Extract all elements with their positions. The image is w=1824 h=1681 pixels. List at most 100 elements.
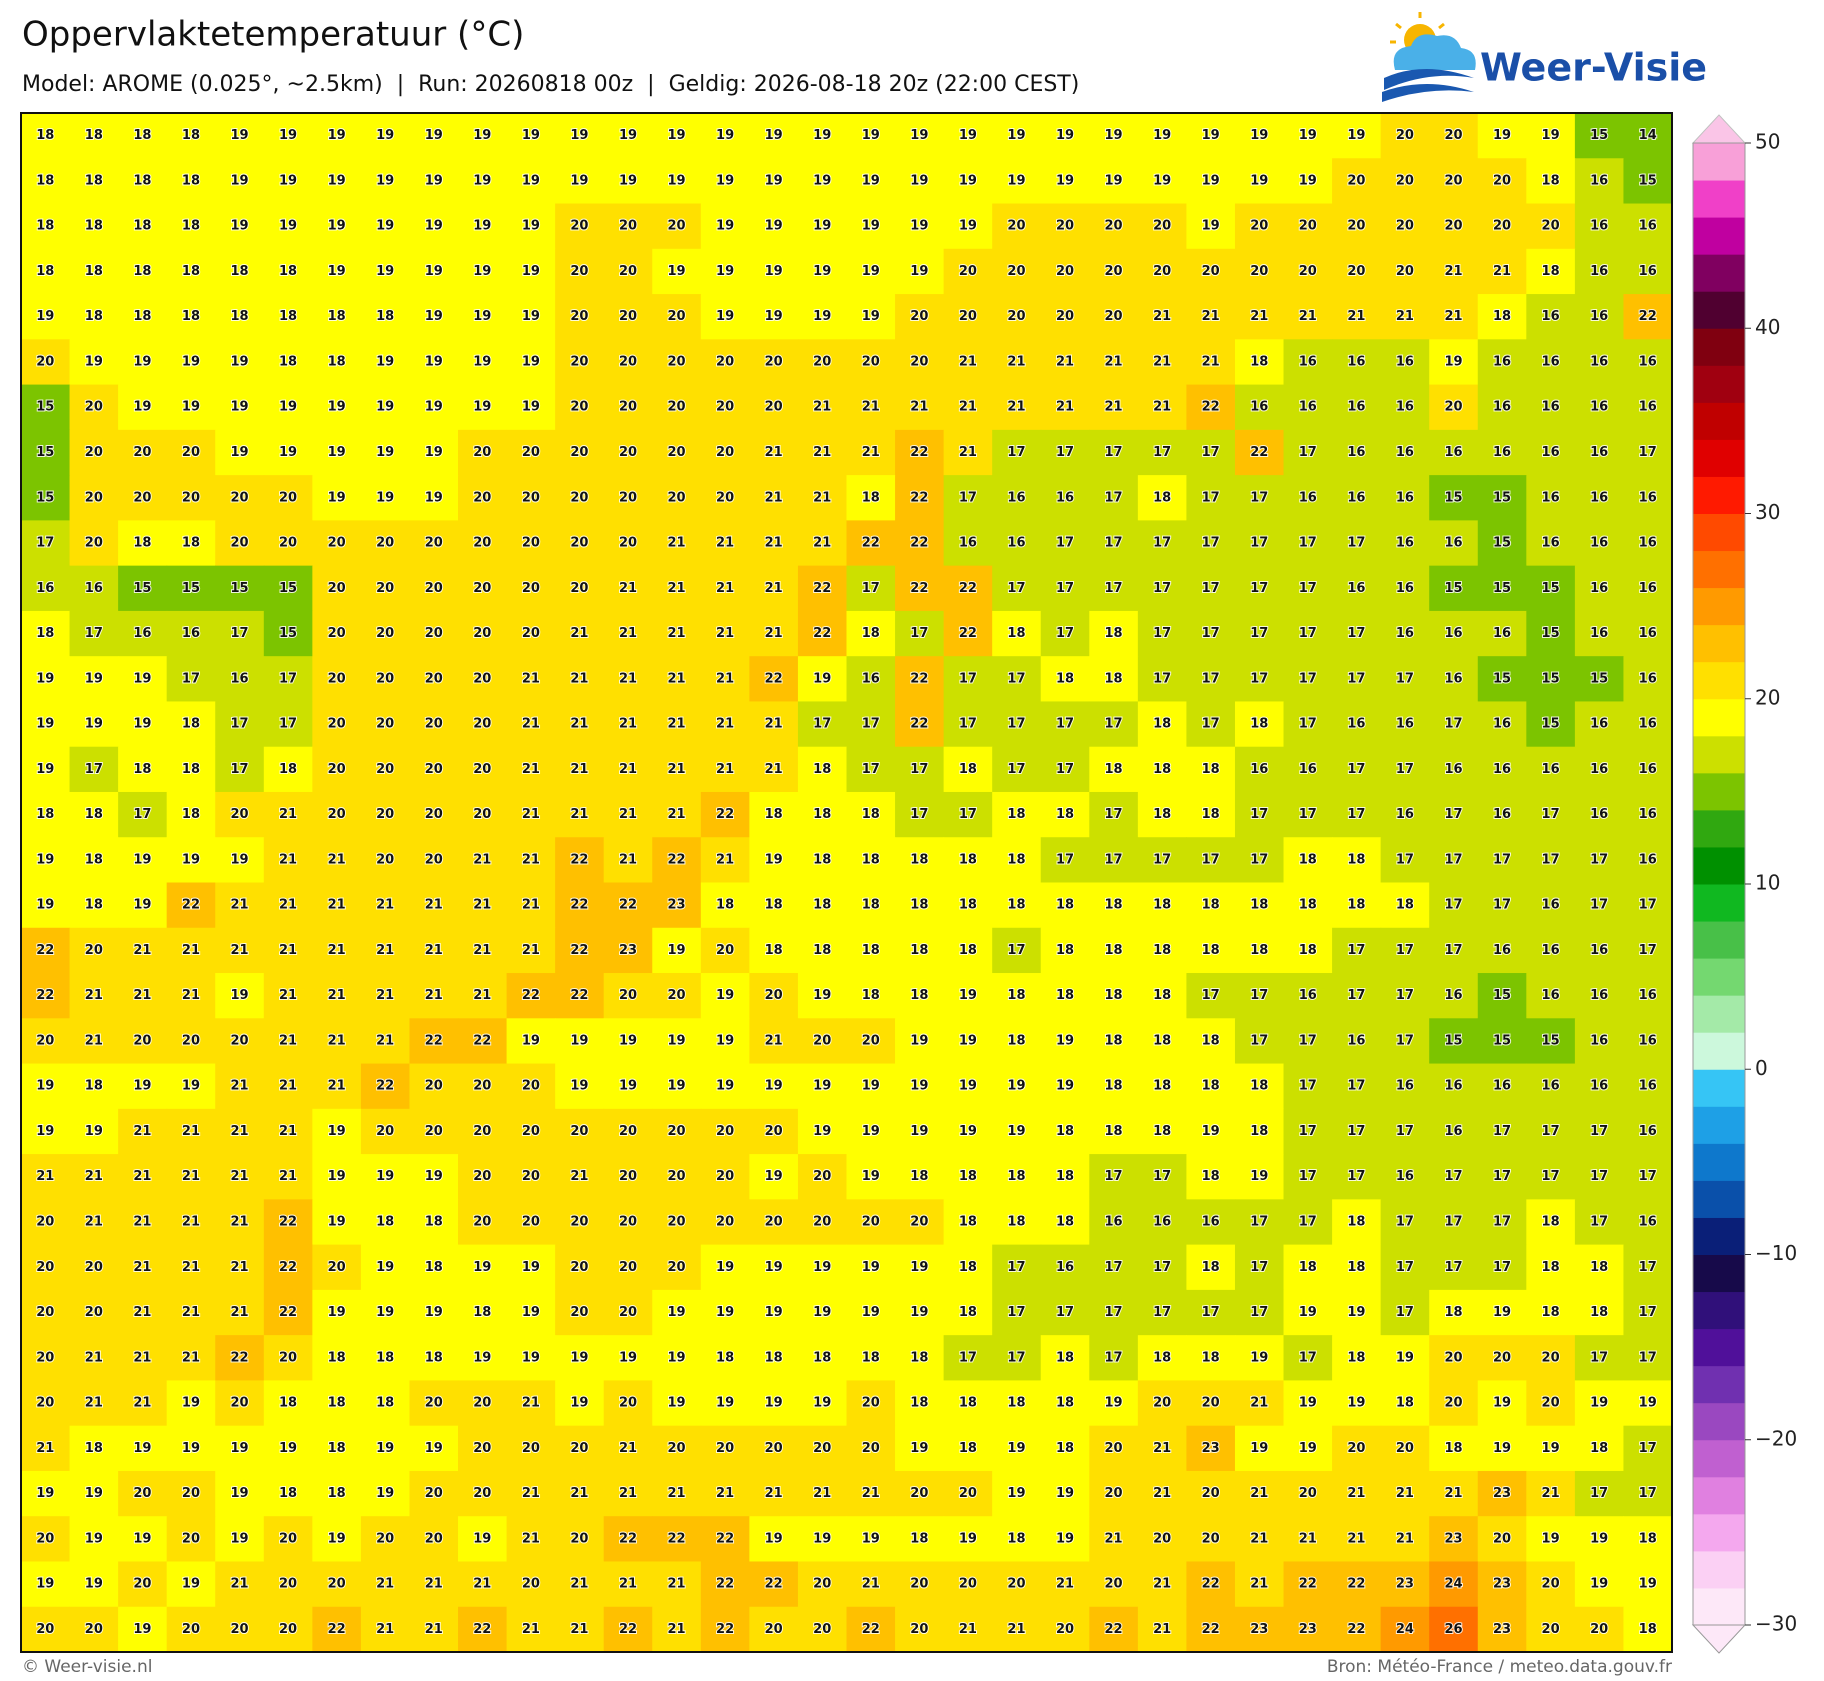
- temperature-label: 19: [230, 988, 248, 1003]
- temperature-cell: [263, 1561, 313, 1608]
- temperature-cell: [215, 1244, 265, 1291]
- temperature-label: 19: [425, 264, 443, 279]
- temperature-cell: [1137, 837, 1187, 883]
- temperature-cell: [1526, 791, 1576, 838]
- temperature-cell: [1089, 837, 1139, 883]
- temperature-label: 20: [619, 1260, 637, 1275]
- temperature-label: 17: [1202, 490, 1220, 505]
- colorbar-segment: [1693, 180, 1745, 218]
- temperature-cell: [360, 837, 410, 883]
- temperature-cell: [943, 1561, 993, 1608]
- temperature-label: 17: [1056, 536, 1074, 551]
- temperature-cell: [263, 384, 313, 431]
- temperature-cell: [118, 610, 168, 657]
- temperature-label: 20: [1493, 1350, 1511, 1365]
- temperature-cell: [1574, 746, 1624, 793]
- temperature-cell: [1623, 475, 1673, 521]
- temperature-cell: [1477, 565, 1527, 612]
- temperature-label: 21: [279, 1033, 297, 1048]
- temperature-cell: [797, 1154, 847, 1200]
- temperature-label: 21: [473, 1577, 491, 1592]
- temperature-cell: [1283, 1516, 1333, 1562]
- temperature-label: 18: [959, 943, 977, 958]
- temperature-cell: [749, 339, 799, 386]
- temperature-cell: [1089, 294, 1139, 340]
- temperature-label: 18: [910, 1396, 928, 1411]
- temperature-label: 20: [667, 1441, 685, 1456]
- temperature-label: 20: [1590, 1622, 1608, 1637]
- temperature-label: 19: [813, 988, 831, 1003]
- temperature-label: 18: [910, 1531, 928, 1546]
- temperature-label: 21: [570, 717, 588, 732]
- temperature-cell: [215, 1380, 265, 1427]
- temperature-cell: [1477, 1425, 1527, 1472]
- temperature-cell: [360, 565, 410, 612]
- temperature-label: 18: [1202, 898, 1220, 913]
- temperature-cell: [458, 973, 508, 1019]
- temperature-label: 21: [376, 943, 394, 958]
- temperature-label: 20: [959, 264, 977, 279]
- temperature-label: 18: [1007, 626, 1025, 641]
- temperature-label: 18: [36, 219, 54, 234]
- temperature-cell: [1234, 1063, 1285, 1110]
- temperature-cell: [360, 475, 410, 521]
- temperature-cell: [458, 1561, 508, 1608]
- temperature-cell: [895, 1470, 945, 1517]
- temperature-label: 19: [328, 173, 346, 188]
- temperature-cell: [700, 475, 750, 521]
- temperature-label: 20: [473, 1169, 491, 1184]
- temperature-label: 21: [85, 1033, 103, 1048]
- temperature-cell: [1283, 475, 1333, 521]
- temperature-label: 19: [376, 219, 394, 234]
- temperature-cell: [1429, 475, 1479, 521]
- temperature-cell: [603, 384, 653, 431]
- temperature-cell: [700, 746, 750, 793]
- temperature-cell: [1137, 1199, 1187, 1246]
- temperature-label: 18: [1056, 671, 1074, 686]
- temperature-label: 19: [1299, 128, 1317, 143]
- temperature-cell: [1380, 1018, 1430, 1065]
- temperature-label: 20: [716, 400, 734, 415]
- temperature-cell: [21, 158, 71, 205]
- temperature-cell: [700, 565, 750, 612]
- temperature-label: 20: [570, 445, 588, 460]
- temperature-cell: [1040, 1018, 1090, 1065]
- temperature-cell: [312, 520, 362, 567]
- temperature-label: 20: [473, 1214, 491, 1229]
- temperature-label: 20: [376, 1124, 394, 1139]
- temperature-label: 18: [230, 309, 248, 324]
- temperature-cell: [992, 429, 1042, 476]
- temperature-cell: [409, 1606, 459, 1653]
- temperature-label: 19: [667, 128, 685, 143]
- temperature-cell: [603, 973, 653, 1019]
- temperature-cell: [652, 1108, 702, 1155]
- temperature-cell: [1380, 1154, 1430, 1200]
- temperature-label: 20: [1299, 264, 1317, 279]
- temperature-cell: [1040, 610, 1090, 657]
- temperature-label: 17: [279, 717, 297, 732]
- temperature-label: 17: [1639, 445, 1657, 460]
- temperature-cell: [700, 973, 750, 1019]
- temperature-label: 16: [862, 671, 880, 686]
- temperature-label: 19: [473, 1260, 491, 1275]
- temperature-cell: [1623, 1425, 1673, 1472]
- temperature-cell: [1137, 1244, 1187, 1291]
- temperature-cell: [360, 656, 410, 702]
- temperature-cell: [1380, 1380, 1430, 1427]
- temperature-label: 18: [1639, 1622, 1657, 1637]
- temperature-label: 17: [1347, 988, 1365, 1003]
- temperature-cell: [846, 656, 896, 702]
- colorbar-label: 0: [1755, 1056, 1768, 1080]
- temperature-label: 18: [862, 852, 880, 867]
- temperature-cell: [458, 384, 508, 431]
- temperature-label: 16: [1347, 400, 1365, 415]
- temperature-cell: [1477, 791, 1527, 838]
- temperature-label: 20: [1299, 219, 1317, 234]
- temperature-label: 16: [1444, 671, 1462, 686]
- temperature-label: 20: [667, 988, 685, 1003]
- temperature-cell: [1137, 1154, 1187, 1200]
- temperature-label: 20: [619, 1396, 637, 1411]
- temperature-cell: [360, 1425, 410, 1472]
- temperature-cell: [1186, 1425, 1236, 1472]
- temperature-label: 20: [570, 536, 588, 551]
